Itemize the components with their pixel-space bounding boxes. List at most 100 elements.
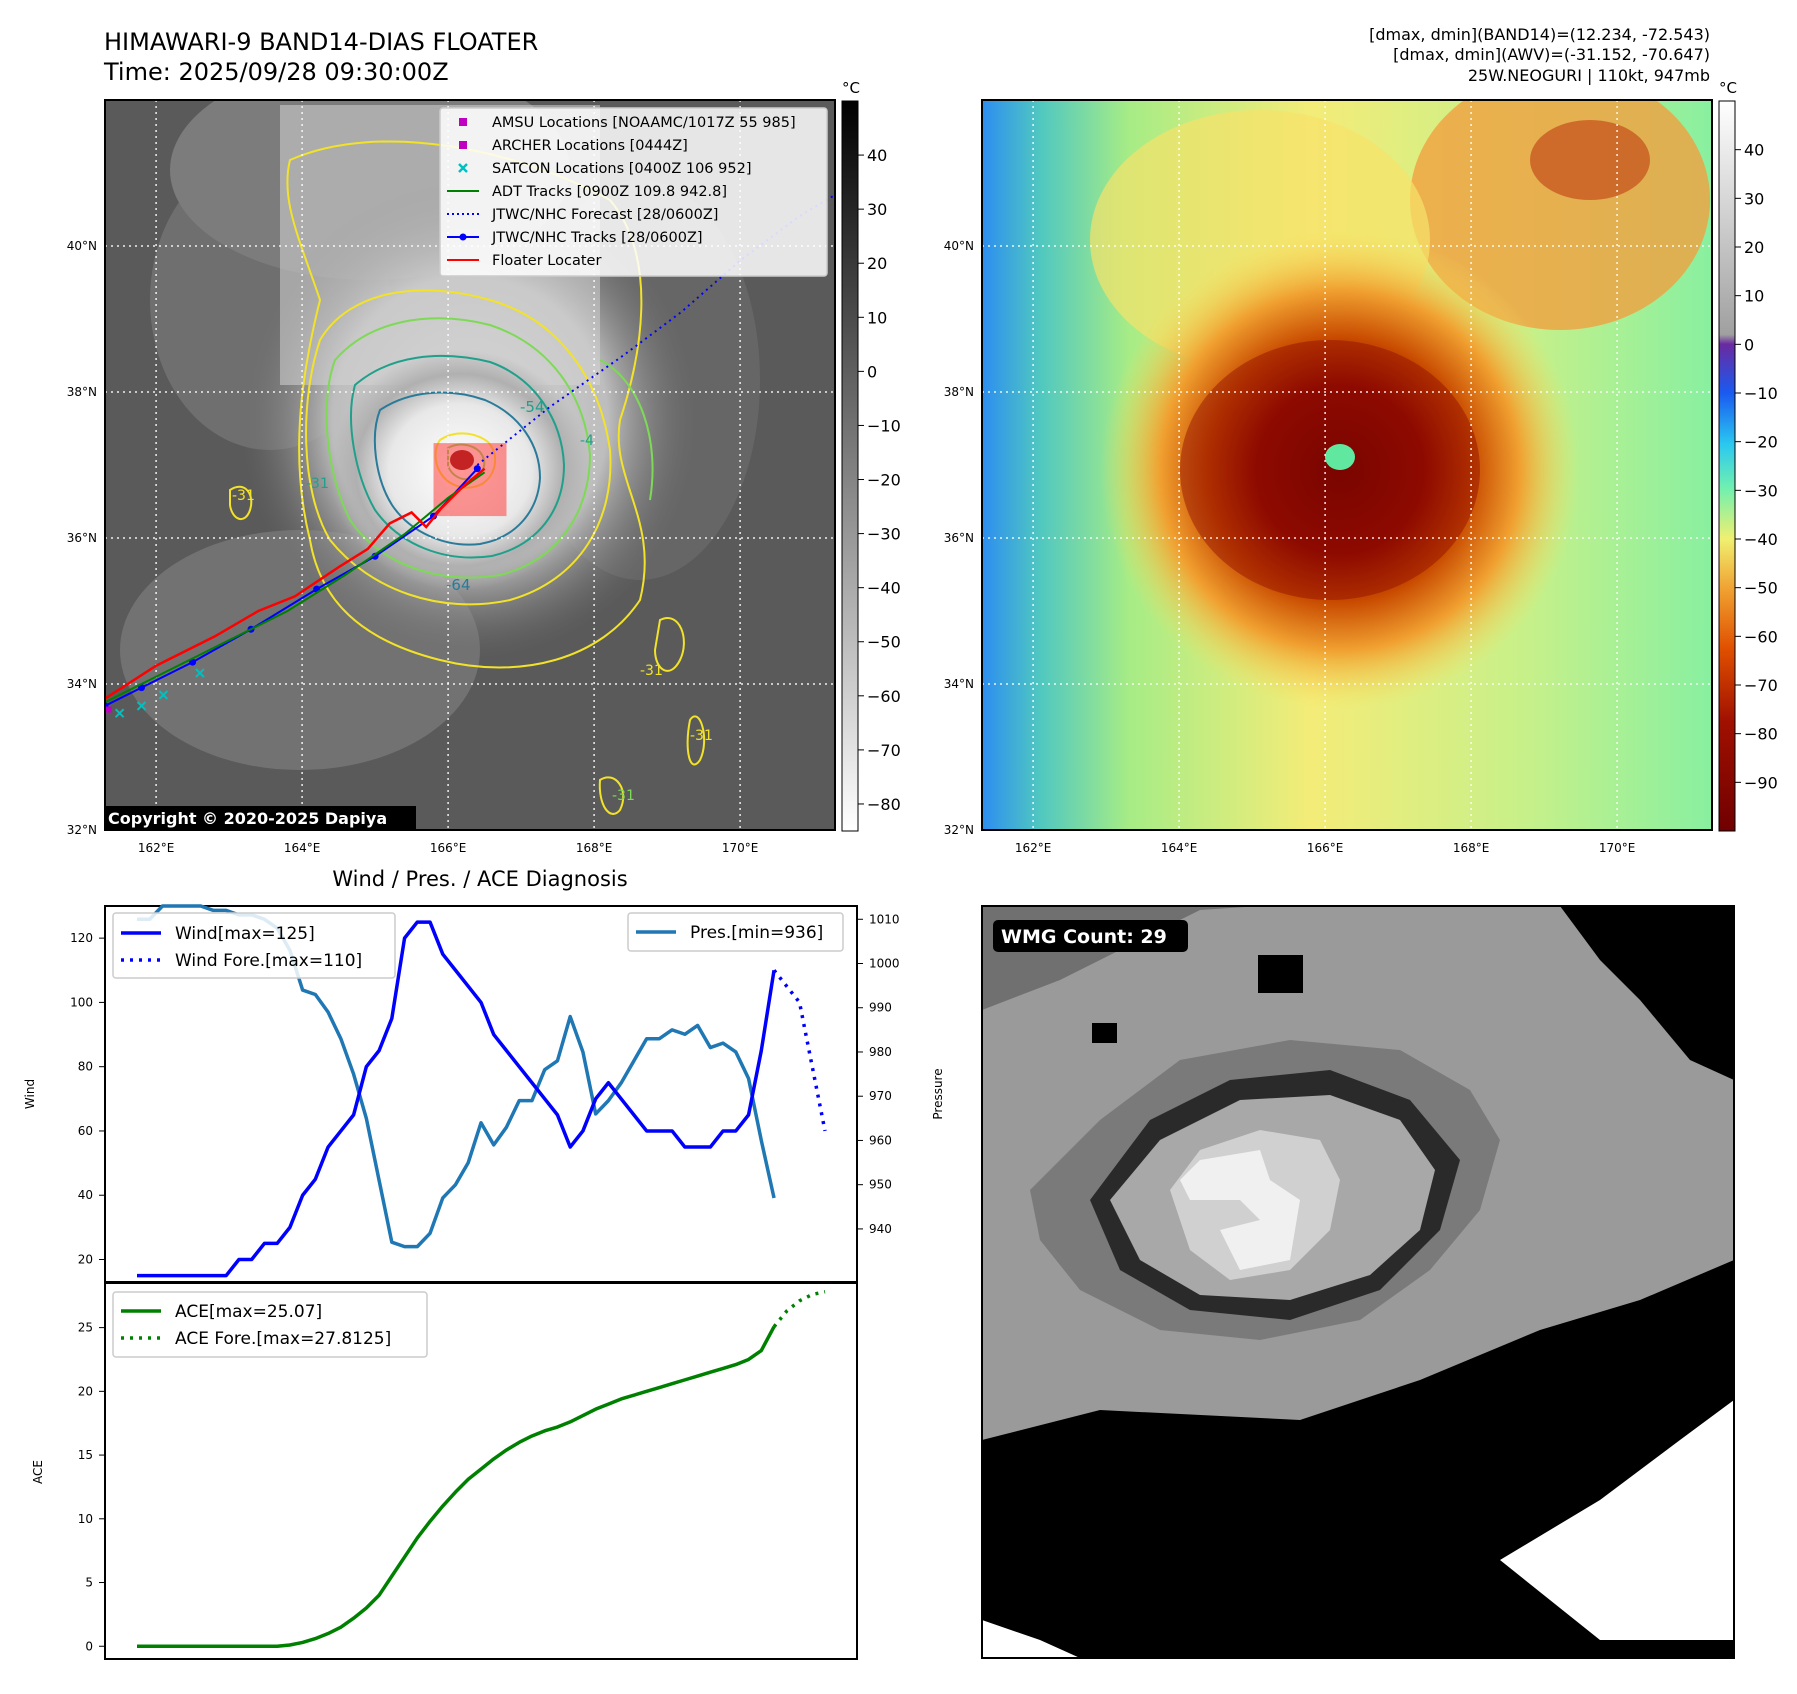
wind-legend-label: Wind[max=125]	[175, 924, 315, 944]
contour-label: -31	[232, 488, 255, 504]
lon-tick-label: 162°E	[138, 841, 175, 855]
copyright-text: Copyright © 2020-2025 Dapiya	[108, 809, 387, 828]
lon-tick-label: 170°E	[1599, 841, 1636, 855]
lat-tick-label: 40°N	[67, 239, 97, 253]
wind-axis-label: Wind	[23, 1079, 37, 1109]
awv-map: 162°E 164°E 166°E 168°E 170°E 40°N 38°N 36°N 34°…	[944, 99, 1713, 855]
colorbar-tick-label: −10	[1744, 384, 1778, 403]
y2-tick-label: 960	[869, 1133, 892, 1147]
wmg-badge	[993, 920, 1188, 952]
y2-tick-label: 990	[869, 1001, 892, 1015]
colorbar-tick-label: −80	[867, 795, 901, 814]
contour-label: -31	[306, 476, 329, 492]
awv-map-frame	[981, 99, 1713, 831]
lon-tick-label: 164°E	[1161, 841, 1198, 855]
lat-tick-label: 36°N	[67, 531, 97, 545]
colorbar-tick-label: −60	[1744, 627, 1778, 646]
ace-chart: 0 5 10 15 20 25 ACE ACE[max=25.07] ACE Fore.[…	[31, 1282, 858, 1660]
legend-item: SATCON Locations [0400Z 106 952]	[458, 161, 751, 177]
colorbar-tick-label: −70	[867, 741, 901, 760]
stats-awv: [dmax, dmin](AWV)=(-31.152, -70.647)	[1393, 45, 1710, 64]
y2-tick-label: 940	[869, 1222, 892, 1236]
forecast-series-line	[772, 1290, 826, 1328]
gray-colorbar-bar	[841, 100, 859, 832]
legend-item: Floater Locater	[447, 253, 601, 269]
y-tick-label: 20	[78, 1384, 93, 1398]
adt-track-line	[105, 471, 486, 704]
stats-band14: [dmax, dmin](BAND14)=(12.234, -72.543)	[1369, 25, 1710, 44]
diagnosis-title: Wind / Pres. / ACE Diagnosis	[332, 867, 627, 891]
colorbar-tick-label: 0	[867, 362, 877, 381]
pressure-legend-label: Pres.[min=936]	[690, 923, 823, 943]
awv-map-grid	[982, 100, 1712, 830]
legend-marker-square	[459, 141, 467, 149]
colorbar-tick-label: 30	[1744, 189, 1764, 208]
legend-label: AMSU Locations [NOAAMC/1017Z 55 985]	[492, 115, 796, 131]
ace-axis-label: ACE	[31, 1460, 45, 1484]
lat-tick-label: 40°N	[944, 239, 974, 253]
satcon-marker	[114, 708, 125, 718]
ir-map-frame	[104, 99, 836, 831]
satcon-marker	[136, 701, 147, 711]
y-tick-label: 5	[85, 1576, 93, 1590]
wmg-count: WMG Count: 29	[1001, 926, 1167, 948]
amsu-marker	[105, 706, 112, 713]
legend-item: JTWC/NHC Forecast [28/0600Z]	[447, 207, 718, 223]
y-tick-label: 15	[78, 1448, 93, 1462]
colorbar-tick-label: −50	[867, 633, 901, 652]
colorbar-tick-label: −30	[1744, 481, 1778, 500]
lat-tick-label: 36°N	[944, 531, 974, 545]
y-tick-label: 80	[78, 1060, 93, 1074]
colorbar-tick-label: −50	[1744, 579, 1778, 598]
jtwc-track-point	[473, 465, 481, 473]
contour-label: -4	[580, 433, 594, 449]
colorbar-tick-label: −70	[1744, 676, 1778, 695]
colorbar-tick-label: 20	[867, 254, 887, 273]
legend-label: JTWC/NHC Tracks [28/0600Z]	[491, 230, 703, 246]
contour-label: -31	[612, 788, 635, 804]
wind-fore-legend-label: Wind Fore.[max=110]	[175, 951, 362, 971]
y-tick-label: 40	[78, 1188, 93, 1202]
lat-tick-label: 34°N	[944, 677, 974, 691]
wmg-frame	[981, 905, 1735, 1659]
y2-tick-label: 1000	[869, 957, 900, 971]
colorbar-tick-label: −30	[867, 525, 901, 544]
series-line	[137, 920, 776, 1278]
lon-tick-label: 168°E	[576, 841, 613, 855]
wind-legend: Wind[max=125] Wind Fore.[max=110]	[112, 912, 396, 979]
colorbar-tick-label: −80	[1744, 725, 1778, 744]
legend-label: Floater Locater	[492, 253, 601, 269]
floater-locater-line	[105, 467, 486, 700]
map-legend: AMSU Locations [NOAAMC/1017Z 55 985] ARCH…	[439, 107, 828, 277]
legend-item: ARCHER Locations [0444Z]	[459, 138, 688, 154]
colorbar-tick-label: −40	[1744, 530, 1778, 549]
y-tick-label: 20	[78, 1253, 93, 1267]
wmg-panel: WMG Count: 29	[981, 905, 1735, 1659]
colorbar-tick-label: 30	[867, 200, 887, 219]
legend-item: AMSU Locations [NOAAMC/1017Z 55 985]	[459, 115, 796, 131]
legend-label: SATCON Locations [0400Z 106 952]	[492, 161, 751, 177]
legend-item: ADT Tracks [0900Z 109.8 942.8]	[447, 184, 727, 200]
lat-tick-label: 38°N	[67, 385, 97, 399]
colorbar-tick-label: 20	[1744, 238, 1764, 257]
color-colorbar-unit: °C	[1719, 79, 1737, 97]
ace-fore-legend-label: ACE Fore.[max=27.8125]	[175, 1329, 391, 1349]
lat-tick-label: 34°N	[67, 677, 97, 691]
contour-label: -31	[690, 728, 713, 744]
colorbar-tick-label: −20	[1744, 433, 1778, 452]
legend-label: JTWC/NHC Forecast [28/0600Z]	[491, 207, 718, 223]
y-tick-label: 0	[85, 1639, 93, 1653]
ace-legend: ACE[max=25.07] ACE Fore.[max=27.8125]	[112, 1291, 428, 1358]
lat-tick-label: 32°N	[67, 823, 97, 837]
lat-tick-label: 38°N	[944, 385, 974, 399]
colorbar-tick-label: 40	[867, 146, 887, 165]
pressure-legend: Pres.[min=936]	[627, 912, 844, 952]
y-tick-label: 60	[78, 1124, 93, 1138]
lat-tick-label: 32°N	[944, 823, 974, 837]
figure-title: HIMAWARI-9 BAND14-DIAS FLOATER	[104, 28, 538, 56]
color-colorbar: °C 40 30 20 10 0 −10 −20 −30 −40 −50 −60 −70 −80 −90	[1718, 79, 1778, 832]
y2-tick-label: 980	[869, 1045, 892, 1059]
satcon-marker	[158, 690, 169, 700]
y-tick-label: 120	[70, 931, 93, 945]
